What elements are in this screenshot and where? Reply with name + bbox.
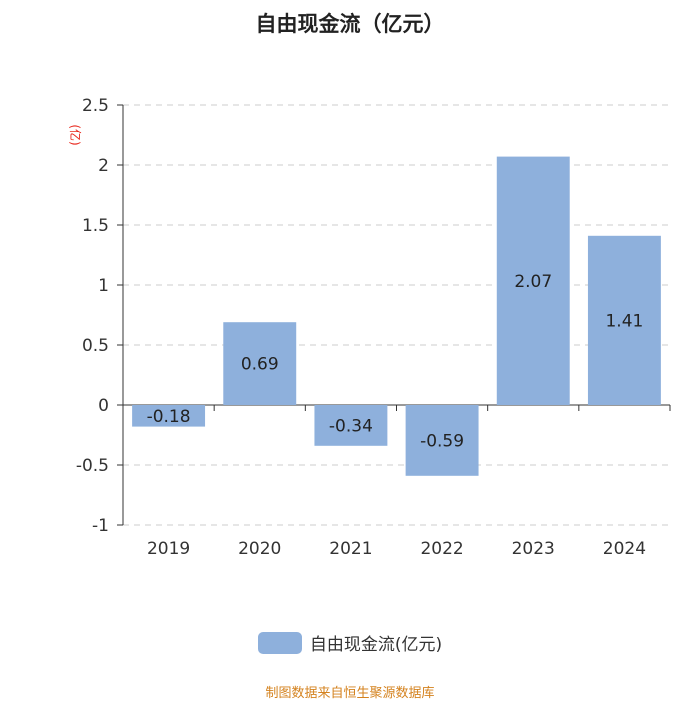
data-label: -0.18 — [147, 407, 191, 427]
bar — [496, 156, 570, 405]
legend-label: 自由现金流(亿元) — [309, 635, 443, 655]
x-tick-label: 2023 — [512, 539, 555, 559]
x-tick-label: 2021 — [329, 539, 372, 559]
legend: 自由现金流(亿元) — [0, 630, 700, 655]
x-tick-label: 2019 — [147, 539, 190, 559]
grid-lines — [123, 104, 670, 526]
source-note: 制图数据来自恒生聚源数据库 — [265, 686, 435, 701]
data-labels: -0.18 0.69 -0.34 -0.59 2.07 1.41 — [147, 272, 644, 452]
x-axis: 2019 2020 2021 2022 2023 2024 — [123, 404, 671, 559]
y-tick-label: 1 — [98, 276, 109, 296]
bar-chart: 2.521.510.50-0.5-1 2019 2020 2021 2022 2023 2… — [68, 96, 671, 559]
y-tick-label: 2 — [98, 156, 109, 176]
x-tick-label: 2024 — [603, 539, 646, 559]
y-tick-label: 1.5 — [82, 216, 109, 236]
bar — [223, 322, 297, 405]
y-tick-label: 0 — [98, 396, 109, 416]
chart-title: 自由现金流（亿元） — [255, 12, 445, 36]
legend-swatch — [257, 631, 302, 654]
data-label: -0.34 — [329, 416, 373, 436]
bar — [587, 235, 661, 405]
data-label: 1.41 — [605, 311, 643, 331]
data-label: -0.59 — [420, 431, 464, 451]
y-tick-label: -1 — [92, 516, 109, 536]
bar — [132, 405, 206, 427]
y-axis: 2.5 2 1.5 1 0.5 0 -0.5 -1 — [76, 96, 124, 536]
y-axis-label: (亿) — [68, 124, 83, 145]
y-tick-label: 2.5 — [82, 96, 109, 116]
y-tick-label: -0.5 — [76, 456, 109, 476]
y-tick-label: 0.5 — [82, 336, 109, 356]
data-label: 2.07 — [514, 272, 552, 292]
bars — [132, 156, 661, 476]
data-label: 0.69 — [241, 355, 279, 375]
bar — [314, 405, 388, 446]
bar — [405, 405, 479, 476]
x-tick-label: 2020 — [238, 539, 281, 559]
x-tick-label: 2022 — [420, 539, 463, 559]
